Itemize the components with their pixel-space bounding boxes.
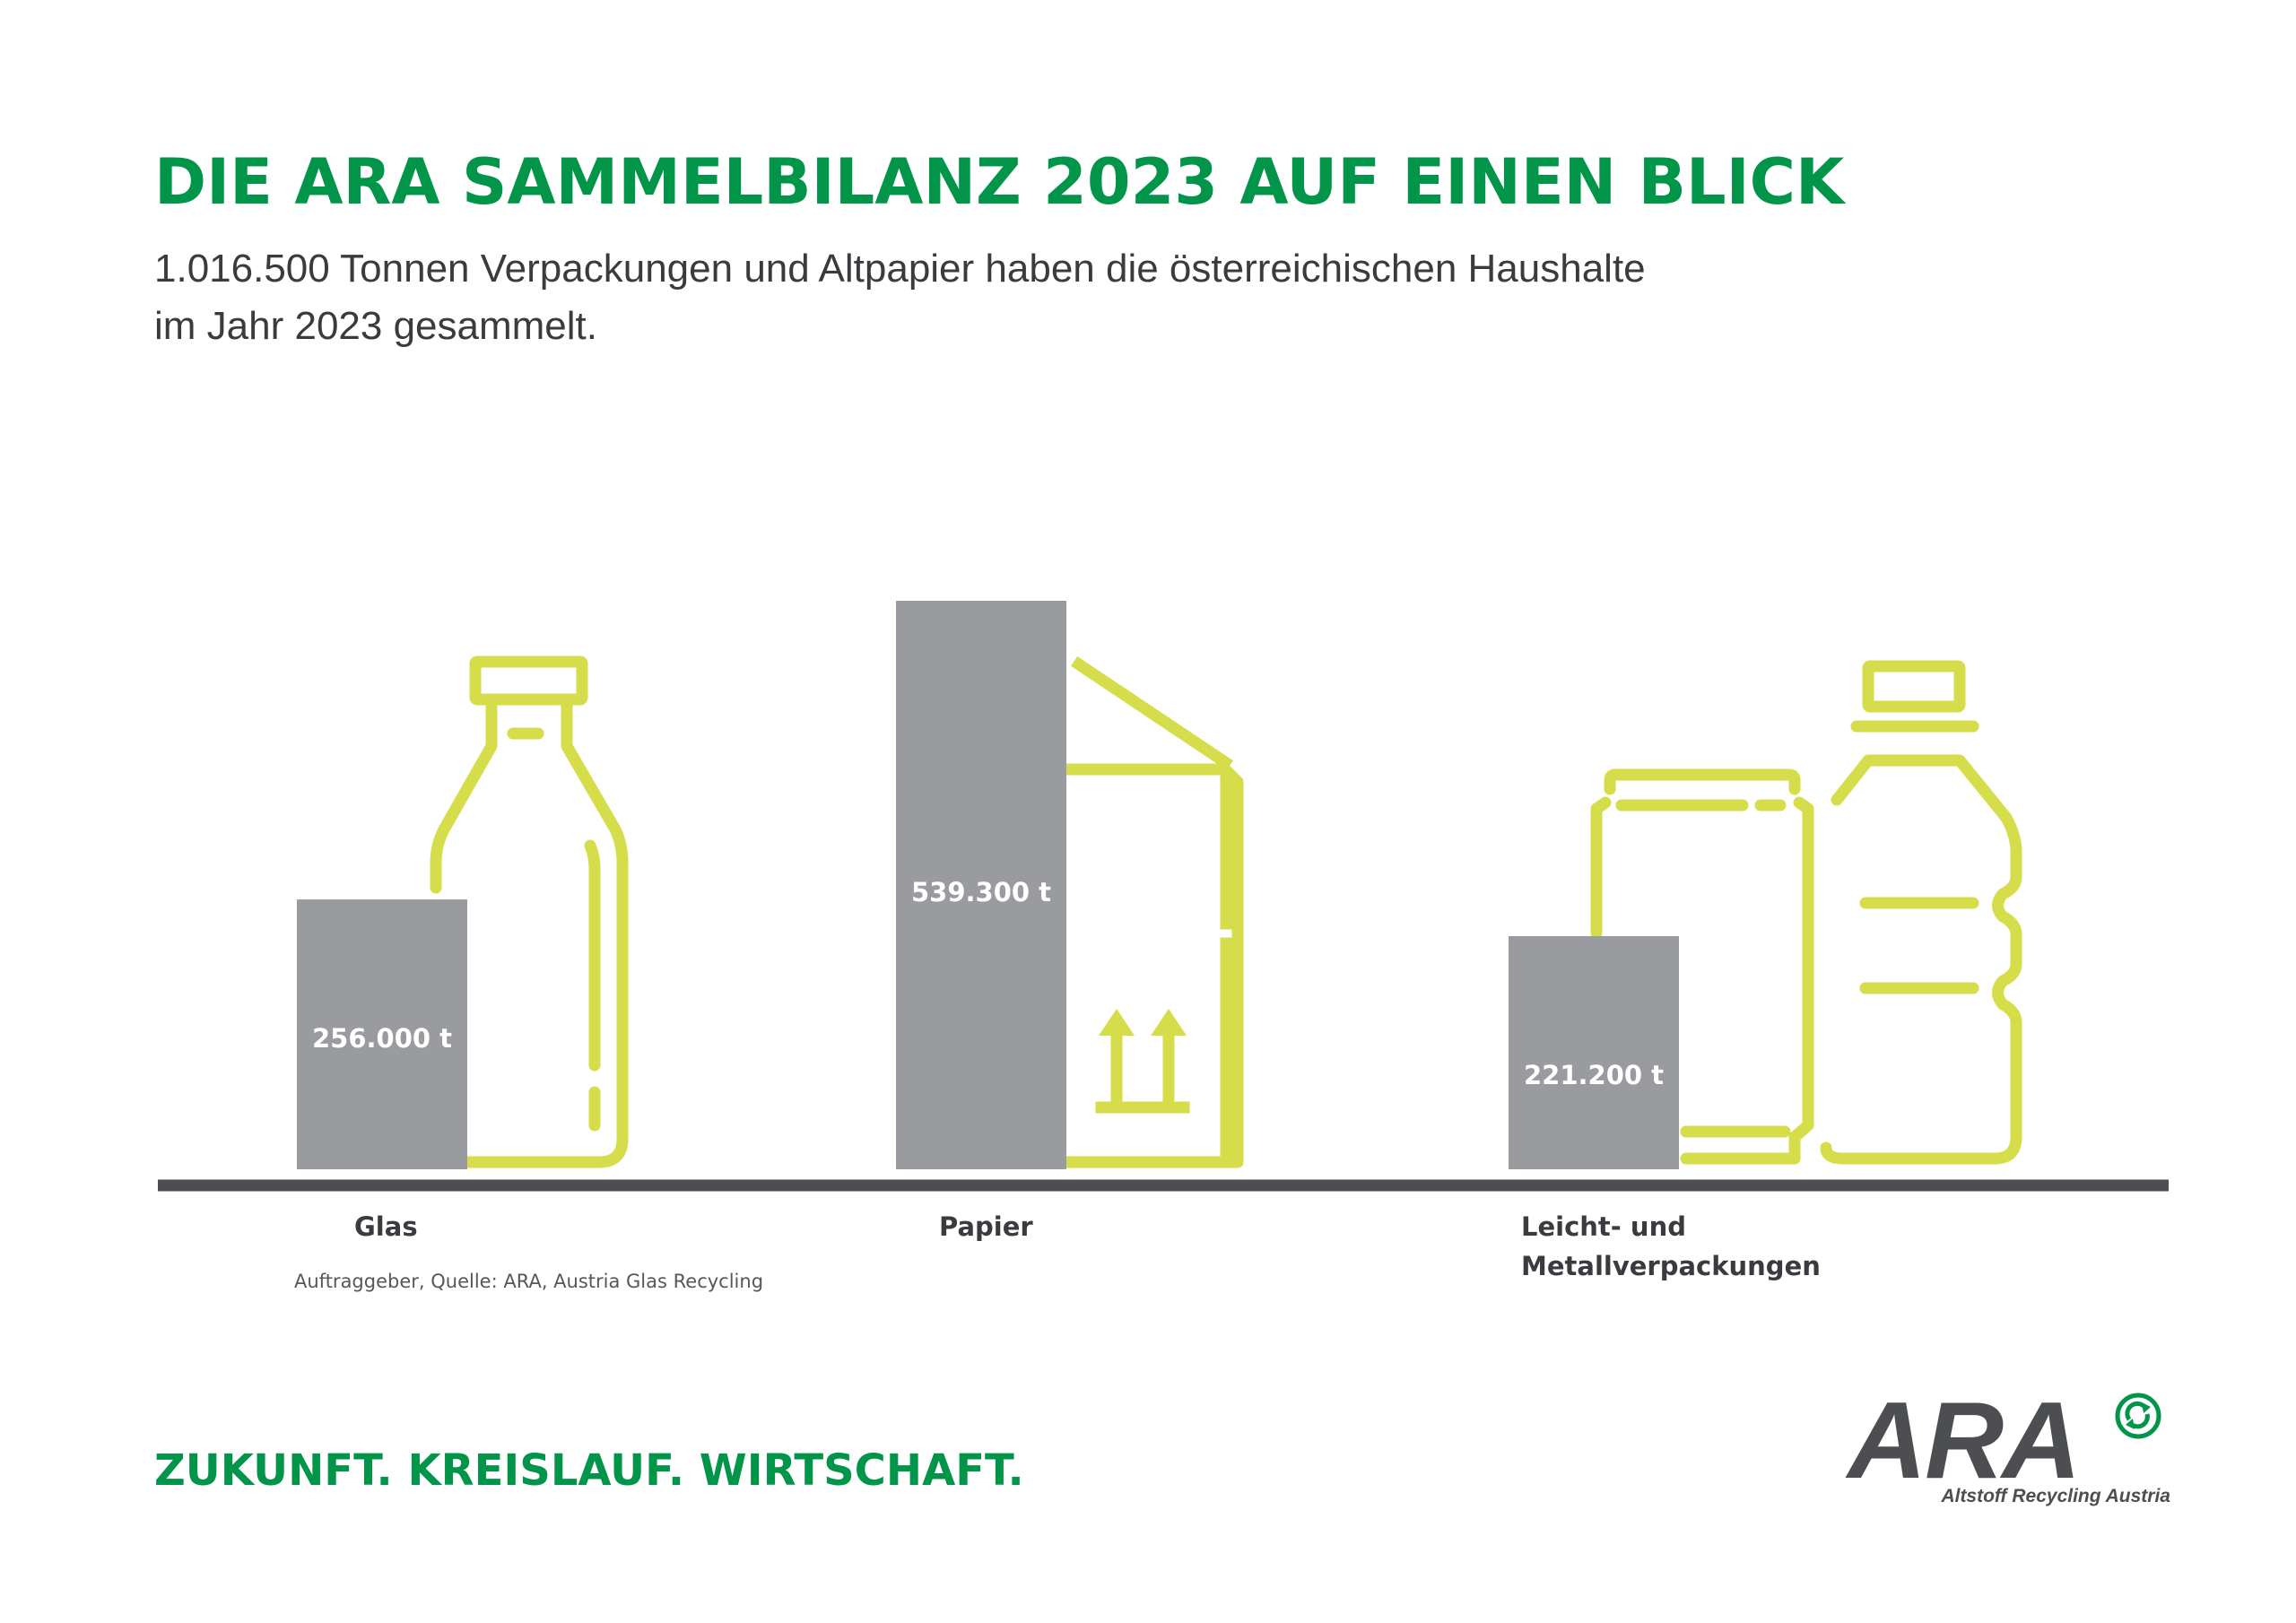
recycle-icon — [2115, 1393, 2161, 1439]
bar-leicht-und-metallverpackungen — [1509, 935, 1679, 1169]
bar-glas — [297, 899, 467, 1169]
bar-papier — [896, 601, 1066, 1169]
page-title: DIE ARA SAMMELBILANZ 2023 AUF EINEN BLIC… — [154, 145, 1845, 219]
category-label-leicht-und-metallverpackungen-line-1: Leicht- und — [1521, 1211, 1686, 1242]
value-label-glas: 256.000 t — [312, 1023, 452, 1054]
category-label-papier: Papier — [939, 1211, 1033, 1242]
category-label-glas: Glas — [354, 1211, 418, 1242]
subtitle-line-2: im Jahr 2023 gesammelt. — [154, 304, 597, 348]
category-label-leicht-und-metallverpackungen-line-2: Metallverpackungen — [1521, 1251, 1821, 1281]
plastic-bottle-icon — [1820, 660, 2022, 1165]
ara-logo: ARA Altstoff Recycling Austria — [1848, 1385, 2170, 1511]
page-subtitle: 1.016.500 Tonnen Verpackungen und Altpap… — [154, 240, 1646, 355]
value-label-leicht-und-metallverpackungen: 221.200 t — [1524, 1060, 1664, 1090]
can-icon — [1590, 768, 1814, 1165]
subtitle-line-1: 1.016.500 Tonnen Verpackungen und Altpap… — [154, 247, 1646, 291]
milk-bottle-icon — [430, 655, 629, 1168]
value-label-papier: 539.300 t — [911, 877, 1051, 907]
footer-slogan: ZUKUNFT. KREISLAUF. WIRTSCHAFT. — [154, 1445, 1024, 1496]
paper-carton-icon — [1052, 655, 1244, 1168]
logo-subtitle: Altstoff Recycling Austria — [1941, 1486, 2170, 1506]
source-note: Auftraggeber, Quelle: ARA, Austria Glas … — [294, 1271, 764, 1292]
logo-wordmark: ARA — [1848, 1379, 2081, 1501]
bars-group: 256.000 t Glas 539.300 t Papier 221.200 t Lei… — [297, 601, 1821, 1281]
